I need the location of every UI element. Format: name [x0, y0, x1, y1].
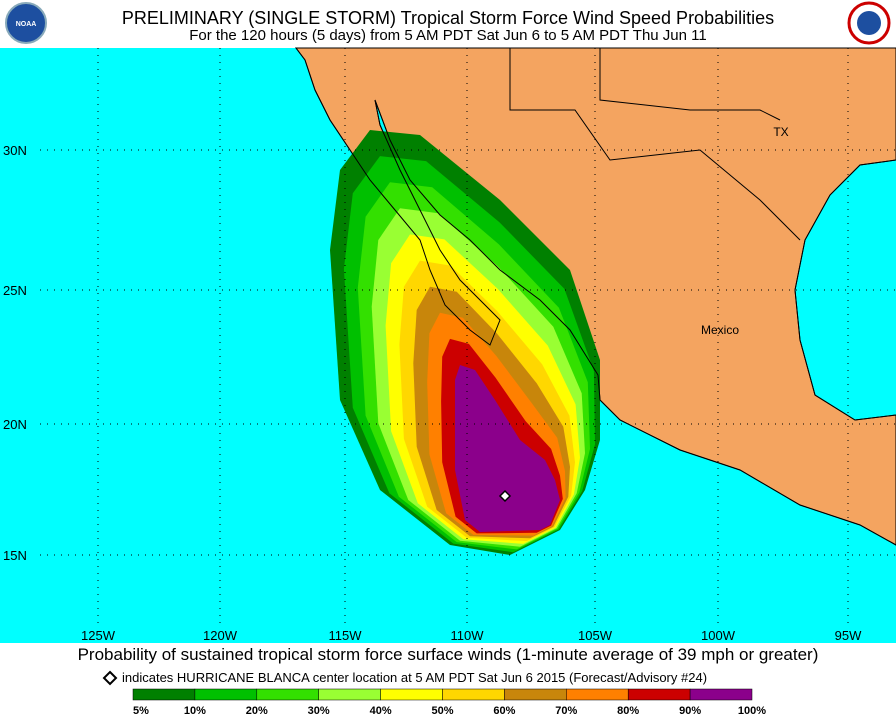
- legend-swatch: [256, 688, 319, 701]
- subtitle: For the 120 hours (5 days) from 5 AM PDT…: [189, 27, 706, 44]
- legend-label: 80%: [617, 705, 639, 716]
- legend-swatch: [442, 688, 505, 701]
- legend-label: 5%: [133, 705, 149, 716]
- lon-label: 105W: [578, 628, 613, 643]
- legend-label: 100%: [738, 705, 766, 716]
- legend-label: 20%: [246, 705, 268, 716]
- caption: Probability of sustained tropical storm …: [78, 645, 819, 664]
- legend-swatch: [194, 688, 258, 701]
- legend-label: 60%: [493, 705, 515, 716]
- storm-note: indicates HURRICANE BLANCA center locati…: [122, 670, 707, 685]
- legend-swatch: [627, 688, 691, 701]
- logo-text: NOAA: [16, 21, 37, 28]
- border: [599, 48, 781, 121]
- place-label: Mexico: [701, 323, 739, 337]
- border: [509, 48, 801, 241]
- probability-band: [455, 365, 560, 532]
- legend-swatch: [318, 688, 381, 701]
- lat-label: 15N: [3, 548, 27, 563]
- legend-label: 40%: [370, 705, 392, 716]
- legend: 5% 10% 20% 30% 40% 50% 60% 70% 80% 90% 100%: [132, 688, 766, 717]
- lat-label: 20N: [3, 417, 27, 432]
- lat-label: 25N: [3, 283, 27, 298]
- legend-swatch: [380, 688, 443, 701]
- lon-label: 110W: [451, 628, 485, 643]
- lon-label: 120W: [203, 628, 238, 643]
- place-label: TX: [773, 125, 788, 139]
- legend-swatch: [504, 688, 567, 701]
- lon-label: 95W: [835, 628, 862, 643]
- lon-label: 100W: [701, 628, 736, 643]
- legend-swatch: [566, 688, 629, 701]
- storm-center: [498, 489, 512, 503]
- legend-label: 10%: [184, 705, 206, 716]
- legend-label: 50%: [431, 705, 453, 716]
- map-overlay: 30N 25N 20N 15N 125W 120W 115W 110W 105W 100W 95W T…: [3, 47, 896, 643]
- legend-swatch: [132, 688, 196, 701]
- lon-label: 125W: [81, 628, 116, 643]
- nws-logo-inner: [857, 11, 881, 35]
- legend-swatch: [689, 688, 753, 701]
- legend-diamond: [102, 670, 118, 686]
- coastline: [295, 47, 896, 546]
- legend-label: 30%: [308, 705, 330, 716]
- legend-label: 70%: [555, 705, 577, 716]
- probability-contours: [330, 130, 600, 555]
- title: PRELIMINARY (SINGLE STORM) Tropical Stor…: [122, 8, 774, 28]
- lat-label: 30N: [3, 143, 27, 158]
- noaa-logo: [5, 2, 47, 44]
- lon-label: 115W: [329, 628, 363, 643]
- legend-label: 90%: [679, 705, 701, 716]
